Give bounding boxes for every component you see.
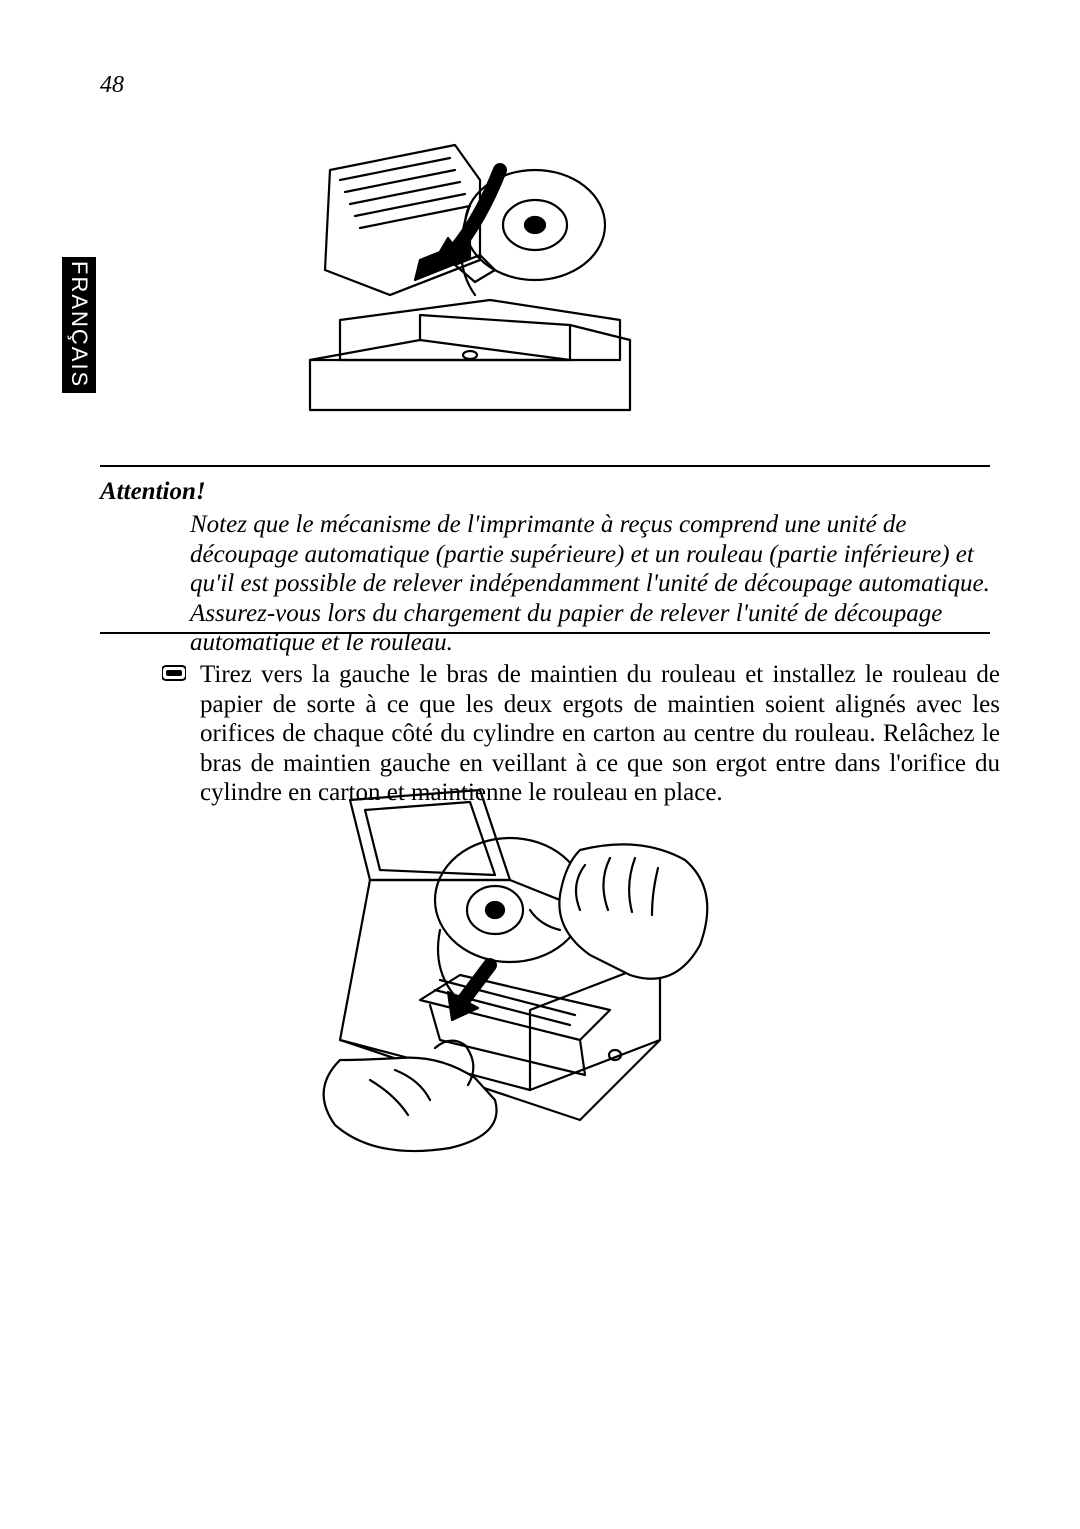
language-tab-label: FRANÇAIS (66, 261, 92, 388)
language-tab: FRANÇAIS (62, 257, 96, 393)
figure-printer-open (270, 110, 710, 445)
divider-bottom (100, 632, 990, 634)
figure-load-roll (280, 780, 720, 1160)
bullet-icon (162, 664, 186, 682)
attention-heading: Attention! (100, 478, 206, 506)
manual-page: 48 FRANÇAIS (0, 0, 1080, 1529)
attention-body: Notez que le mécanisme de l'imprimante à… (190, 510, 990, 658)
page-number: 48 (100, 72, 124, 99)
divider-top (100, 465, 990, 467)
